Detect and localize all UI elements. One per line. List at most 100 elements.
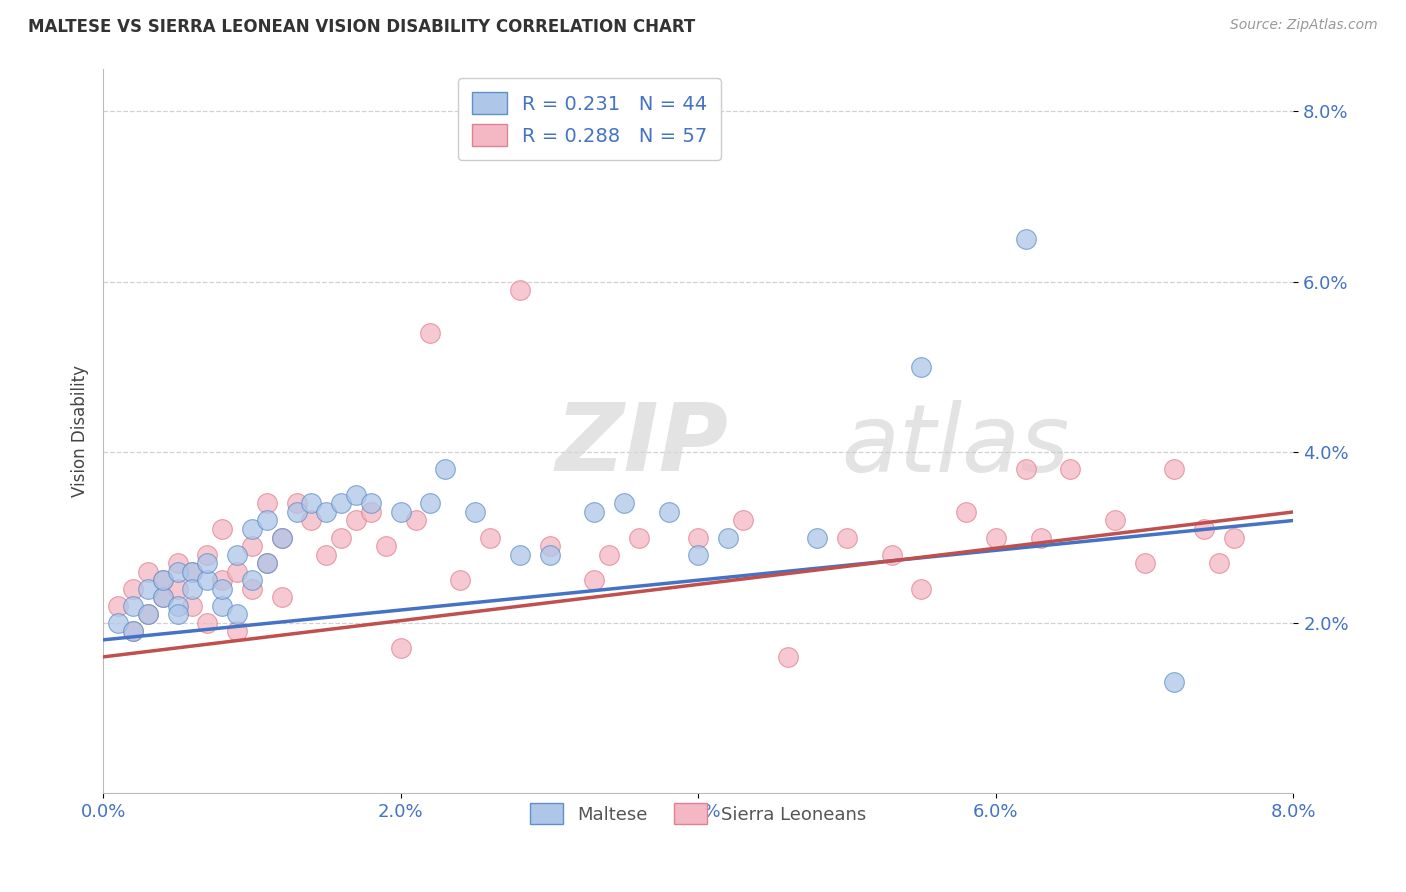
Point [389,505,412,519]
Point [598,548,620,562]
Point [195,556,218,570]
Point [449,573,471,587]
Point [344,488,367,502]
Point [583,505,606,519]
Point [1223,531,1246,545]
Point [256,496,278,510]
Point [344,513,367,527]
Point [464,505,486,519]
Point [256,556,278,570]
Point [136,607,159,622]
Point [166,582,188,596]
Point [240,573,263,587]
Point [226,607,249,622]
Point [122,599,145,613]
Point [195,548,218,562]
Point [330,531,353,545]
Point [880,548,903,562]
Point [136,582,159,596]
Point [1163,675,1185,690]
Point [419,496,441,510]
Point [166,599,188,613]
Point [270,531,292,545]
Point [301,496,323,510]
Point [270,591,292,605]
Point [315,505,337,519]
Text: atlas: atlas [841,400,1070,491]
Point [107,615,129,630]
Point [434,462,457,476]
Point [152,591,174,605]
Point [152,573,174,587]
Point [330,496,353,510]
Point [627,531,650,545]
Point [166,565,188,579]
Point [136,565,159,579]
Point [240,539,263,553]
Point [181,582,204,596]
Point [181,565,204,579]
Point [211,573,233,587]
Point [226,548,249,562]
Point [122,624,145,639]
Text: MALTESE VS SIERRA LEONEAN VISION DISABILITY CORRELATION CHART: MALTESE VS SIERRA LEONEAN VISION DISABIL… [28,18,696,36]
Point [955,505,977,519]
Point [360,505,382,519]
Point [776,649,799,664]
Point [1133,556,1156,570]
Point [195,573,218,587]
Point [1163,462,1185,476]
Legend: Maltese, Sierra Leoneans: Maltese, Sierra Leoneans [519,792,877,835]
Point [301,513,323,527]
Point [195,615,218,630]
Point [360,496,382,510]
Point [910,359,932,374]
Point [122,582,145,596]
Point [1014,462,1036,476]
Point [509,548,531,562]
Point [657,505,679,519]
Point [240,522,263,536]
Point [717,531,740,545]
Point [285,505,308,519]
Point [538,539,561,553]
Point [910,582,932,596]
Point [1192,522,1215,536]
Point [107,599,129,613]
Point [1104,513,1126,527]
Text: Source: ZipAtlas.com: Source: ZipAtlas.com [1230,18,1378,32]
Point [256,556,278,570]
Point [211,599,233,613]
Point [389,641,412,656]
Point [166,607,188,622]
Point [613,496,636,510]
Point [166,556,188,570]
Point [226,565,249,579]
Point [240,582,263,596]
Point [688,548,710,562]
Point [1208,556,1230,570]
Point [181,599,204,613]
Point [181,565,204,579]
Point [256,513,278,527]
Point [1059,462,1081,476]
Point [136,607,159,622]
Point [270,531,292,545]
Point [835,531,858,545]
Point [211,582,233,596]
Point [806,531,828,545]
Point [538,548,561,562]
Point [583,573,606,587]
Text: ZIP: ZIP [555,400,728,491]
Point [509,283,531,297]
Point [315,548,337,562]
Point [688,531,710,545]
Point [374,539,396,553]
Point [984,531,1007,545]
Point [1014,232,1036,246]
Point [405,513,427,527]
Point [122,624,145,639]
Point [211,522,233,536]
Point [152,573,174,587]
Y-axis label: Vision Disability: Vision Disability [72,365,89,497]
